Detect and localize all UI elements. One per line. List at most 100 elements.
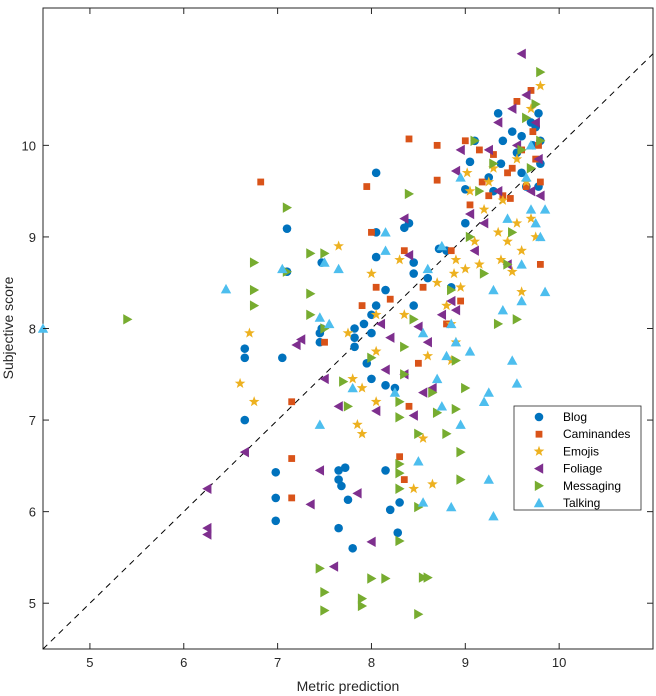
data-point bbox=[320, 323, 330, 334]
data-point bbox=[456, 446, 466, 458]
x-tick-label: 8 bbox=[368, 655, 375, 670]
data-point bbox=[409, 258, 418, 267]
data-point bbox=[249, 284, 260, 296]
data-point bbox=[417, 432, 429, 443]
data-point bbox=[506, 195, 514, 202]
data-point bbox=[511, 378, 523, 388]
data-point bbox=[431, 373, 443, 384]
data-point bbox=[291, 339, 301, 351]
data-point bbox=[339, 376, 349, 387]
data-point bbox=[457, 297, 465, 305]
data-point bbox=[394, 254, 405, 265]
data-point bbox=[502, 235, 513, 247]
data-point bbox=[356, 382, 368, 393]
legend-marker-emojis bbox=[533, 445, 545, 456]
data-point bbox=[367, 573, 377, 584]
data-point bbox=[525, 204, 537, 214]
x-tick-label: 10 bbox=[552, 655, 566, 670]
data-point bbox=[333, 401, 343, 412]
legend-marker-foliage bbox=[534, 463, 544, 474]
data-point bbox=[536, 135, 546, 146]
data-point bbox=[271, 467, 281, 477]
data-point bbox=[483, 474, 494, 484]
data-point bbox=[319, 373, 329, 385]
data-point bbox=[400, 247, 408, 255]
data-point bbox=[493, 185, 503, 197]
data-point bbox=[450, 337, 462, 347]
data-point bbox=[517, 131, 526, 141]
data-point bbox=[414, 501, 424, 513]
data-point bbox=[409, 301, 418, 310]
data-point bbox=[288, 455, 296, 462]
data-point bbox=[400, 476, 408, 483]
data-point bbox=[522, 183, 530, 190]
data-point bbox=[414, 428, 424, 440]
data-point bbox=[517, 168, 526, 178]
data-point bbox=[366, 536, 376, 548]
data-point bbox=[504, 169, 511, 177]
data-point bbox=[517, 144, 527, 156]
data-point bbox=[461, 167, 473, 178]
data-point bbox=[443, 320, 450, 328]
data-point bbox=[381, 466, 390, 475]
data-point bbox=[513, 98, 521, 105]
data-point bbox=[347, 373, 359, 384]
data-point bbox=[507, 103, 517, 114]
legend: Blog Caminandes Emojis Foliage Messaging Talk… bbox=[513, 405, 642, 511]
data-point bbox=[526, 163, 536, 174]
data-point bbox=[448, 267, 460, 279]
series-messaging bbox=[123, 66, 546, 620]
data-point bbox=[395, 498, 404, 507]
data-point bbox=[469, 235, 481, 247]
data-point bbox=[248, 396, 260, 407]
data-point bbox=[372, 283, 380, 291]
data-point bbox=[348, 543, 357, 553]
data-point bbox=[427, 382, 437, 394]
data-point bbox=[320, 587, 330, 598]
y-tick-label: 9 bbox=[29, 230, 36, 245]
data-point bbox=[521, 89, 531, 101]
data-point bbox=[507, 355, 518, 365]
data-point bbox=[315, 563, 325, 574]
data-point bbox=[363, 183, 371, 190]
data-point bbox=[350, 333, 359, 342]
data-point bbox=[466, 201, 474, 209]
data-point bbox=[533, 153, 543, 165]
data-point bbox=[333, 263, 344, 274]
data-point bbox=[413, 321, 423, 332]
x-tick-label: 5 bbox=[86, 655, 93, 670]
data-point bbox=[493, 318, 504, 330]
data-point bbox=[357, 600, 368, 612]
data-point bbox=[404, 250, 414, 261]
data-point bbox=[450, 304, 461, 316]
series-blog bbox=[240, 109, 545, 553]
data-point bbox=[381, 285, 390, 295]
data-point bbox=[324, 318, 335, 329]
axis-ticks: 5 6 7 8 9 10 5 6 7 8 9 10 bbox=[22, 8, 653, 670]
data-point bbox=[525, 103, 537, 114]
data-point bbox=[414, 609, 424, 620]
x-tick-label: 6 bbox=[180, 655, 187, 670]
data-point bbox=[334, 475, 343, 484]
data-point bbox=[347, 382, 358, 393]
data-point bbox=[451, 355, 461, 366]
data-point bbox=[359, 319, 369, 329]
data-point bbox=[503, 259, 513, 270]
y-tick-label: 8 bbox=[29, 322, 36, 337]
data-point bbox=[419, 283, 427, 291]
data-point bbox=[417, 497, 429, 507]
data-point bbox=[493, 109, 503, 118]
data-point bbox=[535, 190, 545, 201]
data-point bbox=[408, 483, 420, 494]
data-point bbox=[455, 144, 465, 156]
data-point bbox=[531, 98, 541, 110]
data-point bbox=[244, 327, 255, 338]
data-point bbox=[405, 402, 413, 410]
data-point bbox=[436, 240, 448, 251]
x-axis-label: Metric prediction bbox=[297, 678, 400, 694]
data-point bbox=[488, 284, 499, 295]
data-point bbox=[516, 245, 527, 256]
data-point bbox=[413, 456, 424, 466]
data-point bbox=[385, 505, 395, 515]
